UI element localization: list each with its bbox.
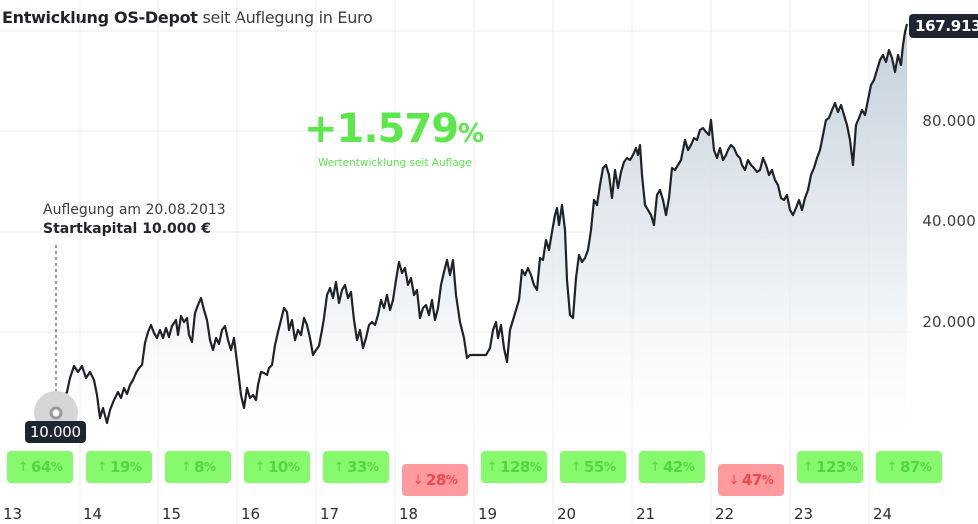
percent-sign: %: [445, 473, 458, 487]
arrow-up-icon: ↑: [570, 459, 582, 475]
x-axis-label-17: 17: [320, 505, 340, 523]
return-value: 10: [268, 458, 288, 476]
return-value: 33: [347, 458, 367, 476]
x-axis-label-15: 15: [162, 505, 182, 523]
return-value: 64: [31, 458, 51, 476]
percent-sign: %: [845, 460, 858, 474]
return-value: 55: [584, 458, 604, 476]
percent-sign: %: [529, 460, 542, 474]
start-value-label: 10.000: [25, 421, 86, 443]
return-badge-2015: ↑ 8%: [165, 451, 231, 483]
area-fill: [56, 24, 907, 440]
return-badge-2014: ↑ 19%: [86, 451, 152, 483]
x-axis-label-19: 19: [478, 505, 498, 523]
percent-sign: %: [50, 460, 63, 474]
return-badge-2022: ↓ 47%: [718, 464, 784, 496]
return-badge-2013: ↑ 64%: [7, 451, 73, 483]
performance-caption: Wertentwicklung seit Auflage: [318, 157, 472, 169]
arrow-up-icon: ↑: [17, 459, 29, 475]
return-value: 19: [110, 458, 130, 476]
return-value: 42: [663, 458, 683, 476]
percent-sign: %: [203, 460, 216, 474]
launch-point[interactable]: [49, 406, 63, 420]
x-axis-label-23: 23: [794, 505, 814, 523]
return-value: 28: [426, 471, 446, 489]
arrow-up-icon: ↑: [649, 459, 661, 475]
x-axis-label-22: 22: [715, 505, 735, 523]
return-value: 87: [900, 458, 920, 476]
arrow-up-icon: ↑: [886, 459, 898, 475]
chart-title: Entwicklung OS-Depot seit Auflegung in E…: [2, 8, 373, 27]
percent-sign: %: [761, 473, 774, 487]
return-badge-2018: ↓ 28%: [402, 464, 468, 496]
arrow-up-icon: ↑: [96, 459, 108, 475]
x-axis-label-18: 18: [399, 505, 419, 523]
percent-sign: %: [366, 460, 379, 474]
return-value: 128: [500, 458, 530, 476]
return-badge-2019: ↑ 128%: [481, 451, 547, 483]
x-axis-label-24: 24: [873, 505, 893, 523]
return-badge-2017: ↑ 33%: [323, 451, 389, 483]
return-badge-2023: ↑ 123%: [797, 451, 863, 483]
return-value: 8: [193, 458, 204, 476]
chart-title-bold: Entwicklung OS-Depot: [2, 8, 198, 27]
return-badge-2020: ↑ 55%: [560, 451, 626, 483]
y-axis-label-20000: 20.000: [922, 313, 976, 331]
arrow-down-icon: ↓: [728, 472, 740, 488]
return-badge-2016: ↑ 10%: [244, 451, 310, 483]
return-value: 123: [816, 458, 846, 476]
percent-sign: %: [603, 460, 616, 474]
performance-value: +1.579%: [304, 106, 484, 152]
price-line: [55, 23, 909, 425]
arrow-up-icon: ↑: [254, 459, 266, 475]
percent-sign: %: [287, 460, 300, 474]
arrow-up-icon: ↑: [486, 459, 498, 475]
chart-title-rest: seit Auflegung in Euro: [197, 8, 373, 27]
return-badge-2021: ↑ 42%: [639, 451, 705, 483]
performance-unit: %: [458, 119, 484, 149]
percent-sign: %: [919, 460, 932, 474]
y-axis-label-40000: 40.000: [922, 212, 976, 230]
performance-number: +1.579: [304, 106, 459, 152]
x-axis-label-16: 16: [241, 505, 261, 523]
x-axis-label-14: 14: [83, 505, 103, 523]
arrow-up-icon: ↑: [180, 459, 192, 475]
percent-sign: %: [129, 460, 142, 474]
start-capital-annotation: Startkapital 10.000 €: [43, 221, 211, 237]
last-value-label: 167.913: [909, 14, 978, 38]
arrow-down-icon: ↓: [412, 472, 424, 488]
x-axis-label-20: 20: [557, 505, 577, 523]
x-axis-label-21: 21: [636, 505, 656, 523]
arrow-up-icon: ↑: [333, 459, 345, 475]
return-badge-2024: ↑ 87%: [876, 451, 942, 483]
return-value: 47: [742, 471, 762, 489]
y-axis-label-80000: 80.000: [922, 112, 976, 130]
arrow-up-icon: ↑: [802, 459, 814, 475]
launch-date-annotation: Auflegung am 20.08.2013: [43, 202, 226, 218]
percent-sign: %: [682, 460, 695, 474]
x-axis-label-13: 13: [3, 505, 23, 523]
